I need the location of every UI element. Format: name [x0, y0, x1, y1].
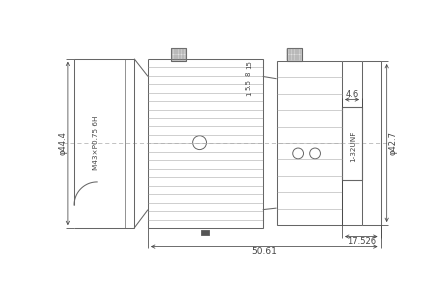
Text: 8: 8 — [246, 72, 252, 76]
Text: 5.5: 5.5 — [246, 79, 252, 90]
Text: M43×P0.75 6H: M43×P0.75 6H — [93, 115, 99, 170]
Bar — [201, 230, 209, 235]
Text: 1-32UNF: 1-32UNF — [350, 131, 356, 162]
Bar — [287, 48, 302, 61]
Text: φ42.7: φ42.7 — [388, 131, 397, 155]
Text: φ44.4: φ44.4 — [58, 131, 67, 154]
Text: 17.526: 17.526 — [347, 237, 376, 247]
Bar — [342, 107, 362, 180]
Text: 1: 1 — [246, 91, 252, 96]
Text: 15: 15 — [246, 60, 252, 69]
Text: 50.61: 50.61 — [251, 247, 277, 256]
Text: 4.6: 4.6 — [345, 90, 359, 99]
Bar — [171, 48, 186, 61]
